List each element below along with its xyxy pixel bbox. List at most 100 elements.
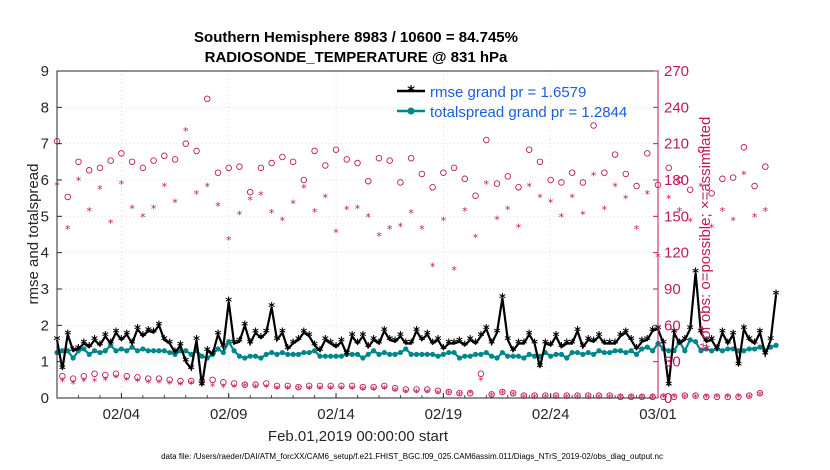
rmse-point: *	[274, 334, 281, 349]
rmse-point: *	[440, 343, 447, 358]
assimilated-obs-point: *	[135, 376, 141, 389]
assimilated-obs-point: *	[328, 383, 334, 396]
totalspread-point	[472, 351, 479, 357]
rmse-point: *	[231, 338, 238, 353]
assimilated-obs-point: *	[151, 202, 157, 215]
totalspread-point	[601, 349, 607, 356]
possible-obs-point	[504, 173, 512, 180]
totalspread-point	[150, 348, 157, 354]
assimilated-obs-point: *	[623, 193, 629, 206]
possible-obs-point	[177, 377, 184, 385]
totalspread-point	[430, 351, 436, 357]
totalspread-point	[365, 351, 371, 357]
rmse-point: *	[386, 334, 393, 349]
possible-obs-point	[252, 381, 259, 388]
y-right-tick-label: 120	[664, 245, 689, 262]
possible-obs-point	[434, 387, 442, 394]
y-right-tick-label: 180	[664, 172, 689, 189]
rmse-point: *	[740, 323, 747, 338]
totalspread-point	[413, 351, 420, 357]
possible-obs-point	[305, 382, 313, 390]
rmse-point: *	[359, 330, 366, 345]
possible-obs-point	[708, 190, 715, 197]
totalspread-point	[746, 346, 752, 352]
assimilated-obs-point: *	[103, 374, 109, 387]
totalspread-point	[585, 349, 591, 356]
totalspread-point	[199, 353, 205, 359]
totalspread-point	[510, 353, 516, 359]
y-right-tick-label: 30	[664, 354, 681, 371]
rmse-point: *	[681, 334, 688, 349]
assimilated-obs-point: *	[752, 211, 758, 224]
rmse-point: *	[113, 327, 120, 342]
totalspread-point	[263, 351, 269, 357]
possible-obs-point	[327, 382, 334, 390]
possible-obs-point	[209, 376, 216, 384]
totalspread-point	[349, 351, 355, 357]
rmse-point: *	[649, 325, 656, 340]
assimilated-obs-point: *	[215, 200, 221, 213]
rmse-point: *	[365, 341, 372, 356]
totalspread-point	[489, 353, 495, 359]
rmse-point: *	[596, 330, 603, 345]
totalspread-point	[97, 349, 103, 356]
totalspread-point	[467, 353, 473, 359]
totalspread-point	[242, 355, 248, 361]
assimilated-obs-point: *	[253, 382, 259, 395]
totalspread-point	[687, 337, 693, 343]
possible-obs-point	[85, 167, 93, 174]
y-right-tick-label: 240	[664, 99, 689, 116]
assimilated-obs-point: *	[60, 376, 66, 389]
possible-obs-point	[375, 154, 383, 162]
assimilated-obs-point: *	[408, 207, 414, 220]
rmse-point: *	[198, 379, 205, 394]
possible-obs-point	[719, 175, 726, 183]
possible-obs-point	[354, 159, 361, 167]
assimilated-obs-point: *	[537, 191, 543, 204]
assimilated-obs-point: *	[371, 384, 377, 397]
rmse-point: *	[542, 338, 549, 353]
totalspread-point	[580, 351, 586, 357]
assimilated-obs-point: *	[65, 223, 71, 236]
assimilated-obs-point: *	[457, 389, 463, 402]
totalspread-point	[322, 353, 328, 359]
possible-obs-point	[332, 146, 340, 153]
rmse-point: *	[333, 341, 340, 356]
x-tick-label: 02/24	[532, 406, 570, 423]
totalspread-point	[403, 346, 409, 352]
rmse-point: *	[767, 334, 774, 349]
totalspread-point	[70, 355, 76, 361]
totalspread-point	[108, 342, 114, 348]
possible-obs-point	[622, 170, 630, 178]
rmse-point: *	[75, 343, 82, 358]
rmse-point: *	[370, 334, 377, 349]
y-right-tick-label: 90	[664, 281, 681, 298]
rmse-point: *	[531, 338, 538, 353]
assimilated-obs-point: *	[231, 382, 237, 395]
possible-obs-point	[751, 182, 758, 190]
possible-obs-point	[59, 372, 66, 380]
totalspread-point	[269, 349, 275, 356]
possible-obs-point	[364, 177, 372, 185]
rmse-point: *	[338, 336, 345, 351]
possible-obs-point	[246, 188, 254, 196]
possible-obs-point	[483, 136, 490, 144]
totalspread-point	[408, 351, 414, 357]
rmse-point: *	[80, 338, 87, 353]
rmse-point: *	[456, 336, 463, 351]
totalspread-point	[274, 351, 280, 357]
totalspread-point	[633, 351, 640, 357]
rmse-point: *	[612, 338, 619, 353]
legend-spread-marker	[407, 107, 415, 115]
rmse-point: *	[424, 328, 431, 343]
totalspread-point	[505, 353, 511, 359]
assimilated-obs-point: *	[580, 208, 586, 221]
totalspread-point	[124, 348, 130, 354]
assimilated-obs-point: *	[124, 374, 130, 387]
rmse-point: *	[730, 328, 737, 343]
totalspread-point	[247, 353, 253, 359]
possible-obs-point	[525, 146, 533, 153]
rmse-point: *	[601, 338, 608, 353]
possible-obs-point	[601, 169, 608, 176]
